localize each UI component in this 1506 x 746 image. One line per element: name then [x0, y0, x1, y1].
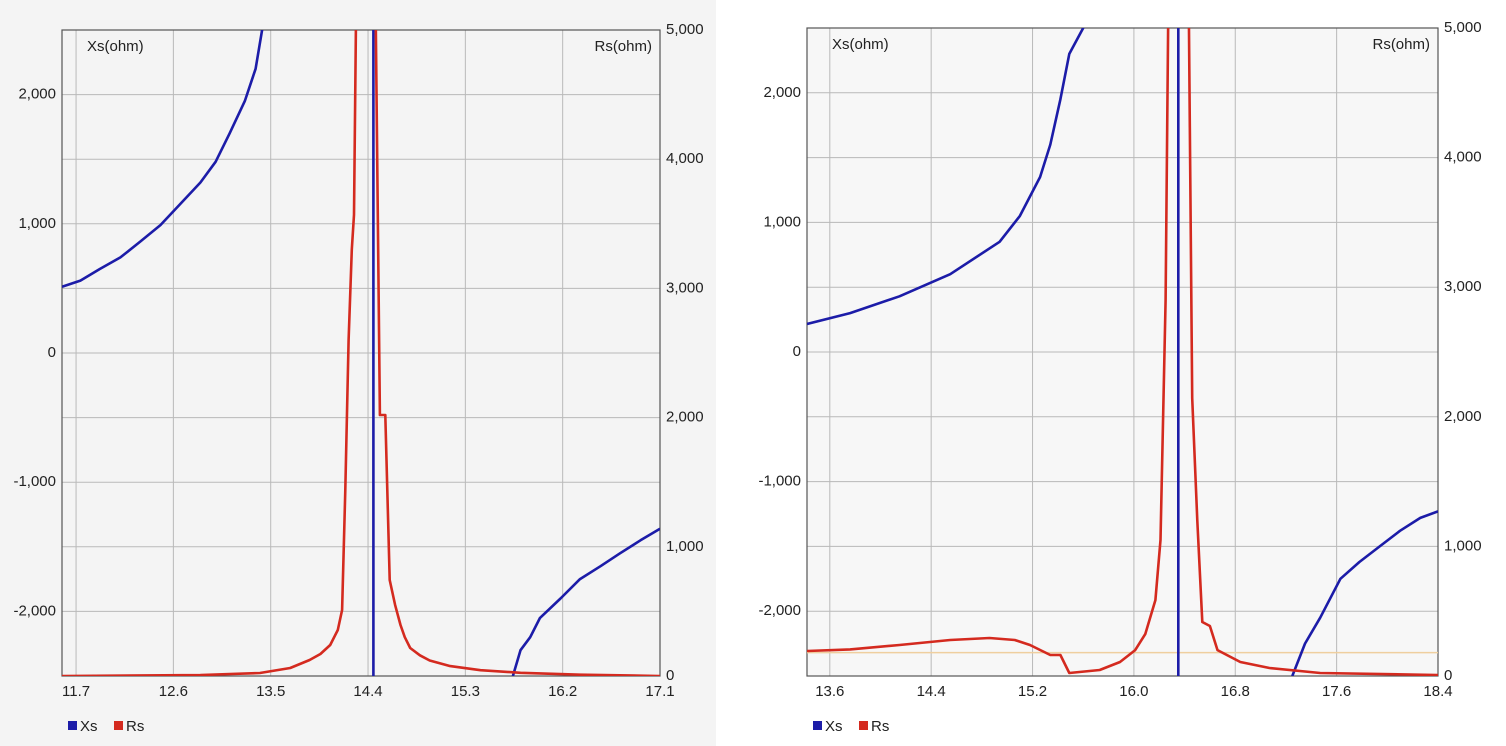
series-group	[807, 28, 1438, 676]
y2-tick-label: 1,000	[666, 538, 704, 555]
series-line	[807, 28, 1438, 676]
y-tick-label: -2,000	[13, 602, 56, 619]
y2-tick-label: 4,000	[1444, 149, 1482, 166]
series-line	[62, 30, 660, 676]
y2-tick-label: 3,000	[1444, 278, 1482, 295]
series-group	[62, 30, 660, 676]
legend-label: Rs	[871, 718, 889, 735]
x-tick-label: 16.0	[1119, 683, 1148, 700]
x-tick-label: 18.4	[1423, 683, 1452, 700]
plot-frame	[806, 27, 1439, 677]
y-axis-title: Xs(ohm)	[832, 36, 889, 53]
y-tick-label: 0	[48, 344, 56, 361]
y2-tick-label: 4,000	[666, 150, 704, 167]
x-tick-label: 13.5	[256, 683, 285, 700]
y-tick-label: -1,000	[758, 473, 801, 490]
y-tick-label: -1,000	[13, 473, 56, 490]
y-axis-title: Xs(ohm)	[87, 38, 144, 55]
x-tick-label: 17.6	[1322, 683, 1351, 700]
legend-label: Xs	[825, 718, 843, 735]
x-tick-label: 17.1	[645, 683, 674, 700]
y2-tick-label: 0	[666, 667, 674, 684]
y2-axis-title: Rs(ohm)	[594, 38, 652, 55]
y-tick-label: 2,000	[763, 84, 801, 101]
legend-swatch	[859, 721, 868, 730]
x-tick-label: 14.4	[917, 683, 946, 700]
y-tick-label: 0	[793, 343, 801, 360]
y2-tick-label: 2,000	[666, 409, 704, 426]
series-line	[62, 30, 660, 676]
x-tick-label: 13.6	[815, 683, 844, 700]
y2-tick-label: 2,000	[1444, 408, 1482, 425]
plot-frame	[61, 29, 661, 677]
y-tick-label: -2,000	[758, 602, 801, 619]
y2-tick-label: 3,000	[666, 279, 704, 296]
legend-swatch	[813, 721, 822, 730]
x-tick-label: 15.2	[1018, 683, 1047, 700]
x-tick-label: 15.3	[451, 683, 480, 700]
legend-label: Xs	[80, 718, 98, 735]
y-tick-label: 1,000	[18, 215, 56, 232]
series-line	[807, 28, 1438, 676]
x-tick-label: 12.6	[159, 683, 188, 700]
y-tick-label: 1,000	[763, 213, 801, 230]
x-tick-label: 11.7	[62, 683, 90, 700]
x-tick-label: 16.2	[548, 683, 577, 700]
legend-swatch	[68, 721, 77, 730]
legend-label: Rs	[126, 718, 144, 735]
y2-tick-label: 1,000	[1444, 537, 1482, 554]
x-tick-label: 14.4	[353, 683, 382, 700]
x-tick-label: 16.8	[1221, 683, 1250, 700]
legend-swatch	[114, 721, 123, 730]
y-tick-label: 2,000	[18, 86, 56, 103]
y2-axis-title: Rs(ohm)	[1372, 36, 1430, 53]
y2-tick-label: 0	[1444, 667, 1452, 684]
y2-tick-label: 5,000	[666, 21, 704, 38]
y2-tick-label: 5,000	[1444, 19, 1482, 36]
